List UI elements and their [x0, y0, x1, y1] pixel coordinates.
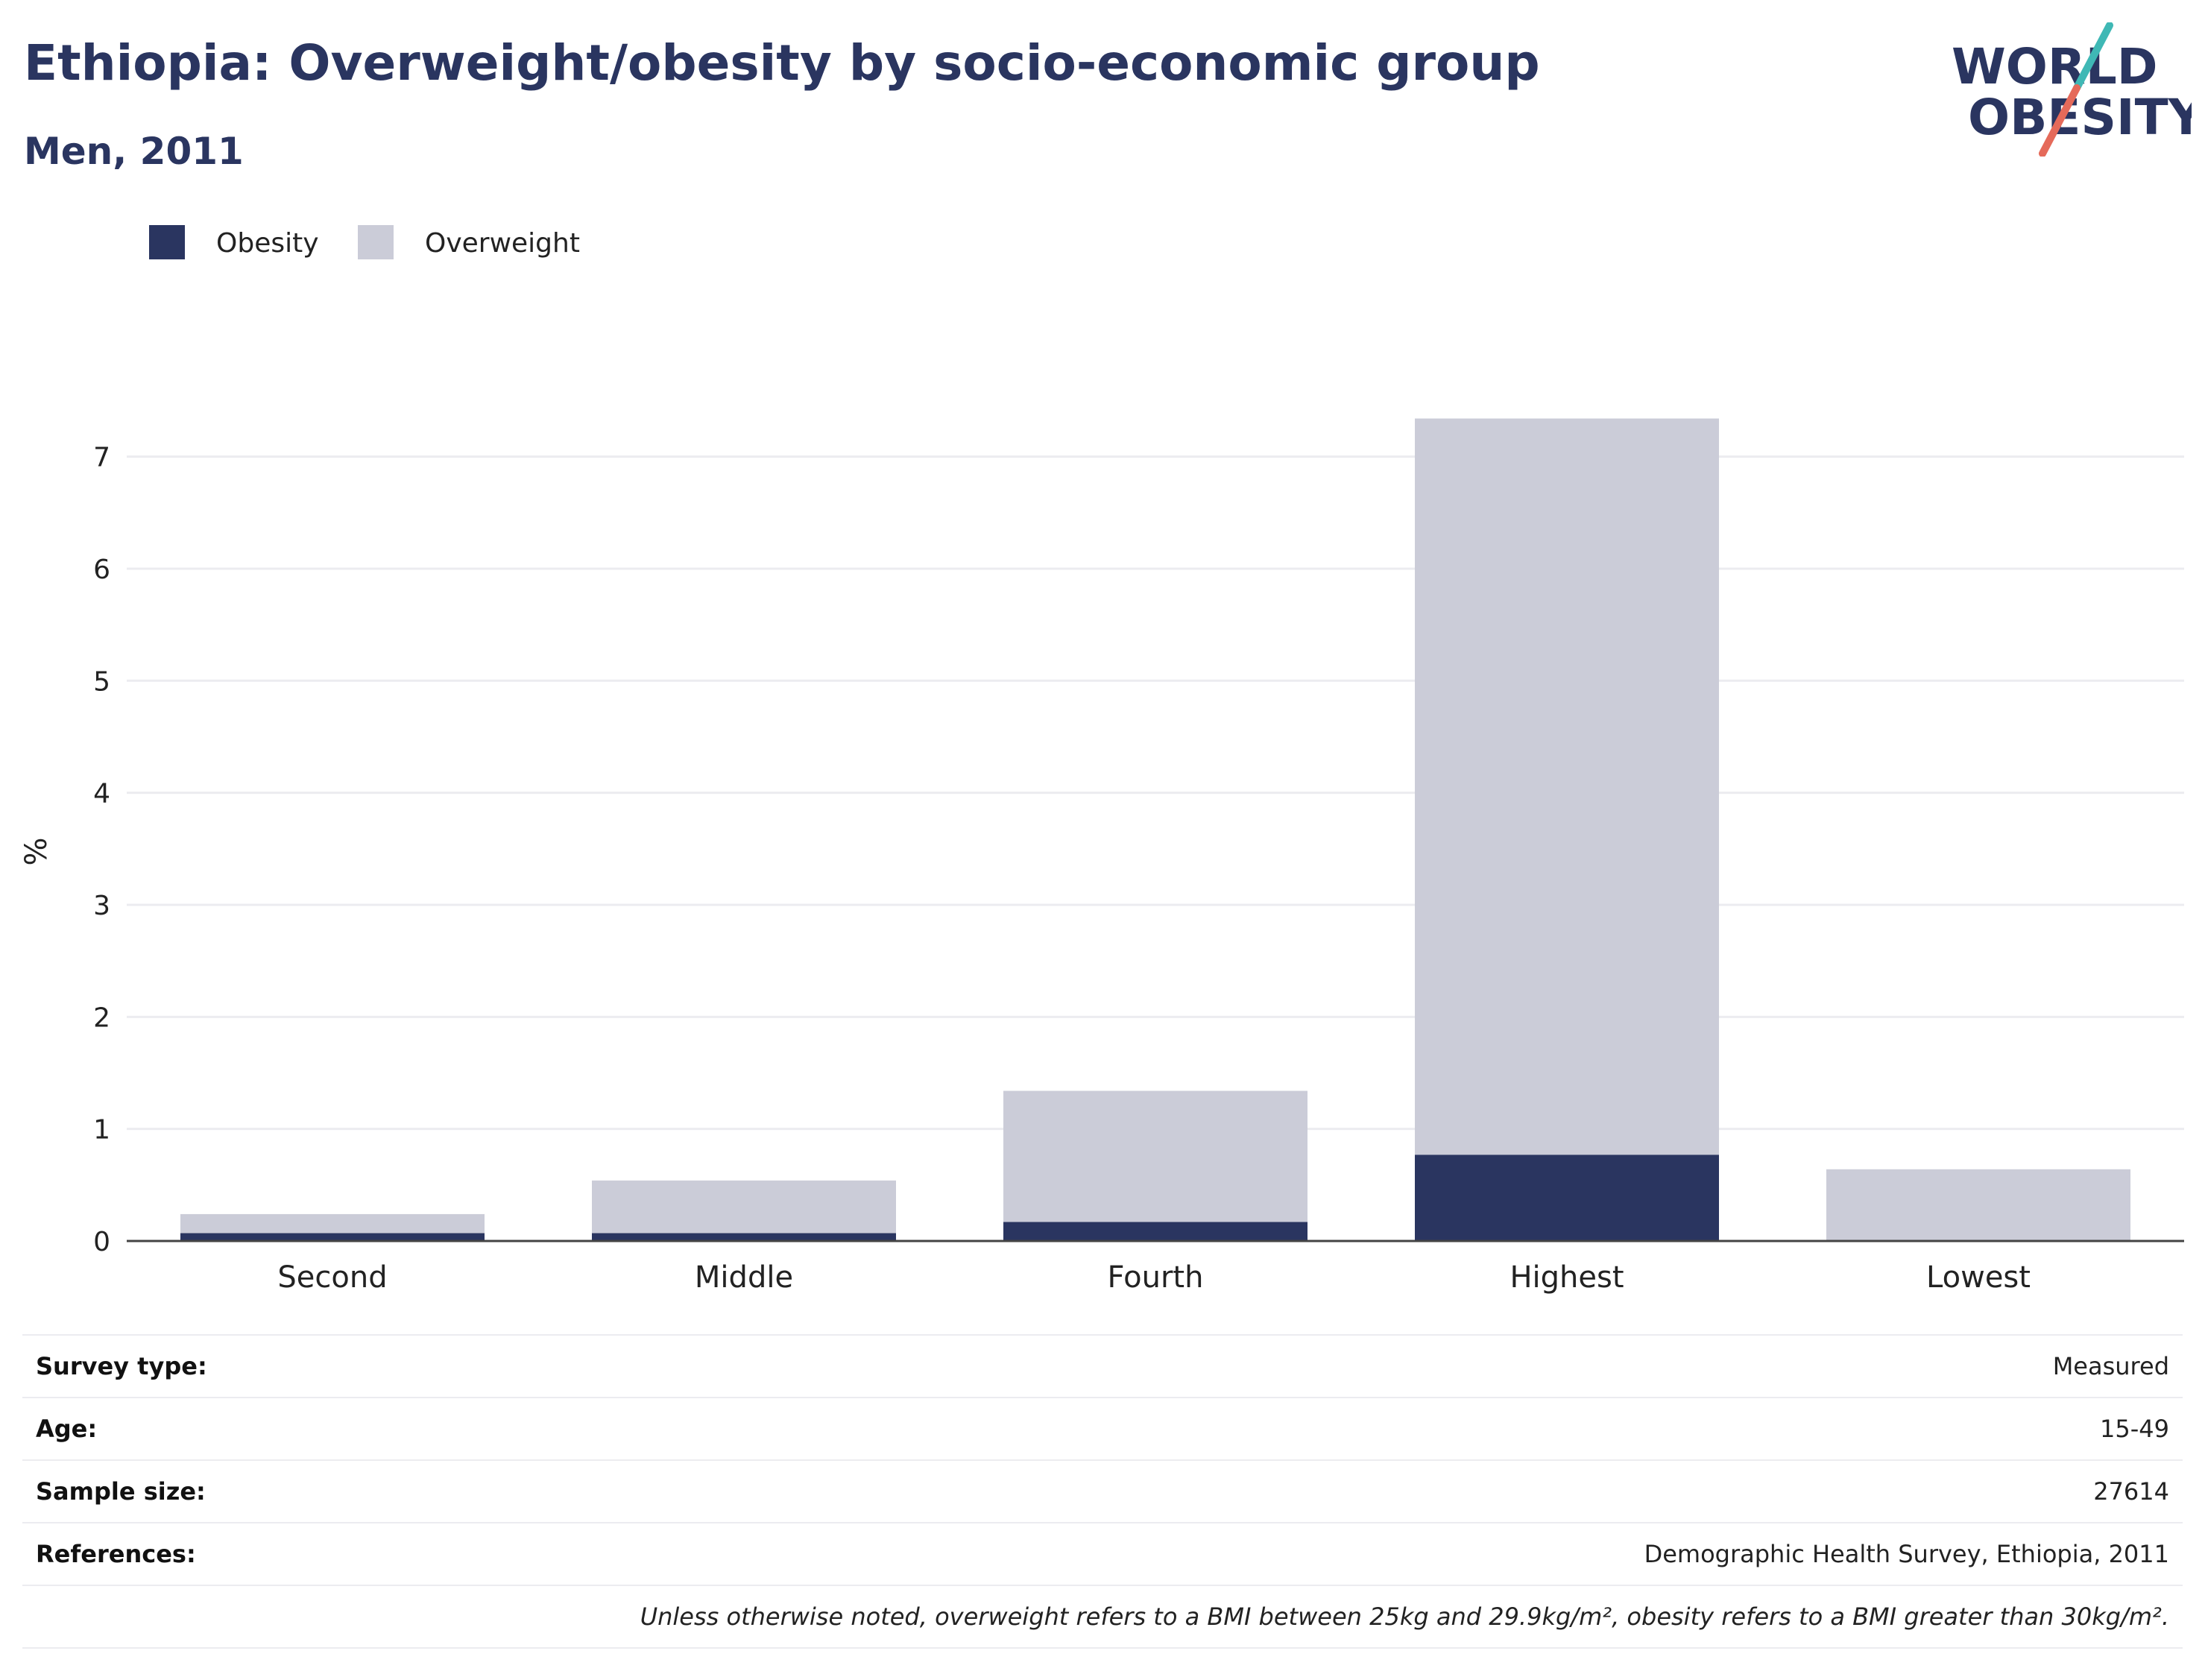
meta-row-age: Age: 15-49: [22, 1397, 2183, 1460]
x-tick-label: Highest: [1510, 1260, 1624, 1295]
legend-swatch-obesity: [149, 225, 185, 259]
x-tick-label: Second: [277, 1260, 387, 1295]
meta-value: Demographic Health Survey, Ethiopia, 201…: [593, 1522, 2183, 1585]
y-axis-label: %: [19, 837, 54, 865]
bar-chart: Obesity Overweight 0 1 2 3 4 5 6 7% Second Middle Fo…: [19, 225, 2184, 1295]
x-tick-label: Fourth: [1108, 1260, 1204, 1295]
x-tick-label: Lowest: [1926, 1260, 2031, 1295]
y-tick-label: 7: [93, 443, 110, 473]
legend-swatch-overweight: [358, 225, 394, 259]
meta-value: 15-49: [593, 1397, 2183, 1460]
y-tick-label: 6: [93, 555, 110, 585]
chart-subtitle: Men, 2011: [24, 130, 244, 173]
meta-row-references: References: Demographic Health Survey, E…: [22, 1522, 2183, 1585]
meta-value: 27614: [593, 1459, 2183, 1523]
bar-obesity-middle: [592, 1233, 896, 1241]
bar-overweight-lowest: [1826, 1169, 2130, 1241]
bar-obesity-highest: [1415, 1155, 1719, 1241]
bar-overweight-fourth: [1003, 1090, 1307, 1222]
bar-obesity-second: [180, 1233, 485, 1241]
y-tick-label: 5: [93, 666, 110, 697]
bar-overweight-middle: [592, 1180, 896, 1234]
metadata-table: Survey type: Measured Age: 15-49 Sample …: [22, 1334, 2183, 1649]
y-tick-label: 4: [93, 779, 110, 809]
legend-label-obesity: Obesity: [216, 228, 319, 259]
y-tick-label: 3: [93, 891, 110, 921]
meta-row-note: Unless otherwise noted, overweight refer…: [22, 1585, 2183, 1649]
bar-overweight-second: [180, 1213, 485, 1234]
meta-value: Measured: [593, 1334, 2183, 1398]
logo-coral-slash: [2039, 84, 2081, 157]
legend-label-overweight: Overweight: [425, 228, 580, 259]
bar-obesity-fourth: [1003, 1222, 1307, 1241]
meta-row-survey-type: Survey type: Measured: [22, 1334, 2183, 1398]
logo-text-obesity: OBESITY: [1968, 89, 2192, 146]
x-tick-label: Middle: [695, 1260, 793, 1295]
meta-row-sample-size: Sample size: 27614: [22, 1459, 2183, 1523]
world-obesity-logo: WORLD OBESITY: [1952, 22, 2192, 157]
logo-text-world: WORLD: [1952, 38, 2158, 95]
bar-overweight-highest: [1415, 418, 1719, 1155]
meta-label: Sample size:: [22, 1459, 593, 1523]
logo-teal-slash: [2073, 22, 2113, 92]
meta-label: Age:: [22, 1397, 593, 1460]
meta-label: Survey type:: [22, 1334, 593, 1398]
meta-label: References:: [22, 1522, 593, 1585]
y-tick-label: 0: [93, 1227, 110, 1257]
definition-note: Unless otherwise noted, overweight refer…: [22, 1585, 2183, 1649]
y-tick-label: 1: [93, 1115, 110, 1146]
y-tick-label: 2: [93, 1002, 110, 1033]
chart-title: Ethiopia: Overweight/obesity by socio-ec…: [24, 34, 1540, 92]
